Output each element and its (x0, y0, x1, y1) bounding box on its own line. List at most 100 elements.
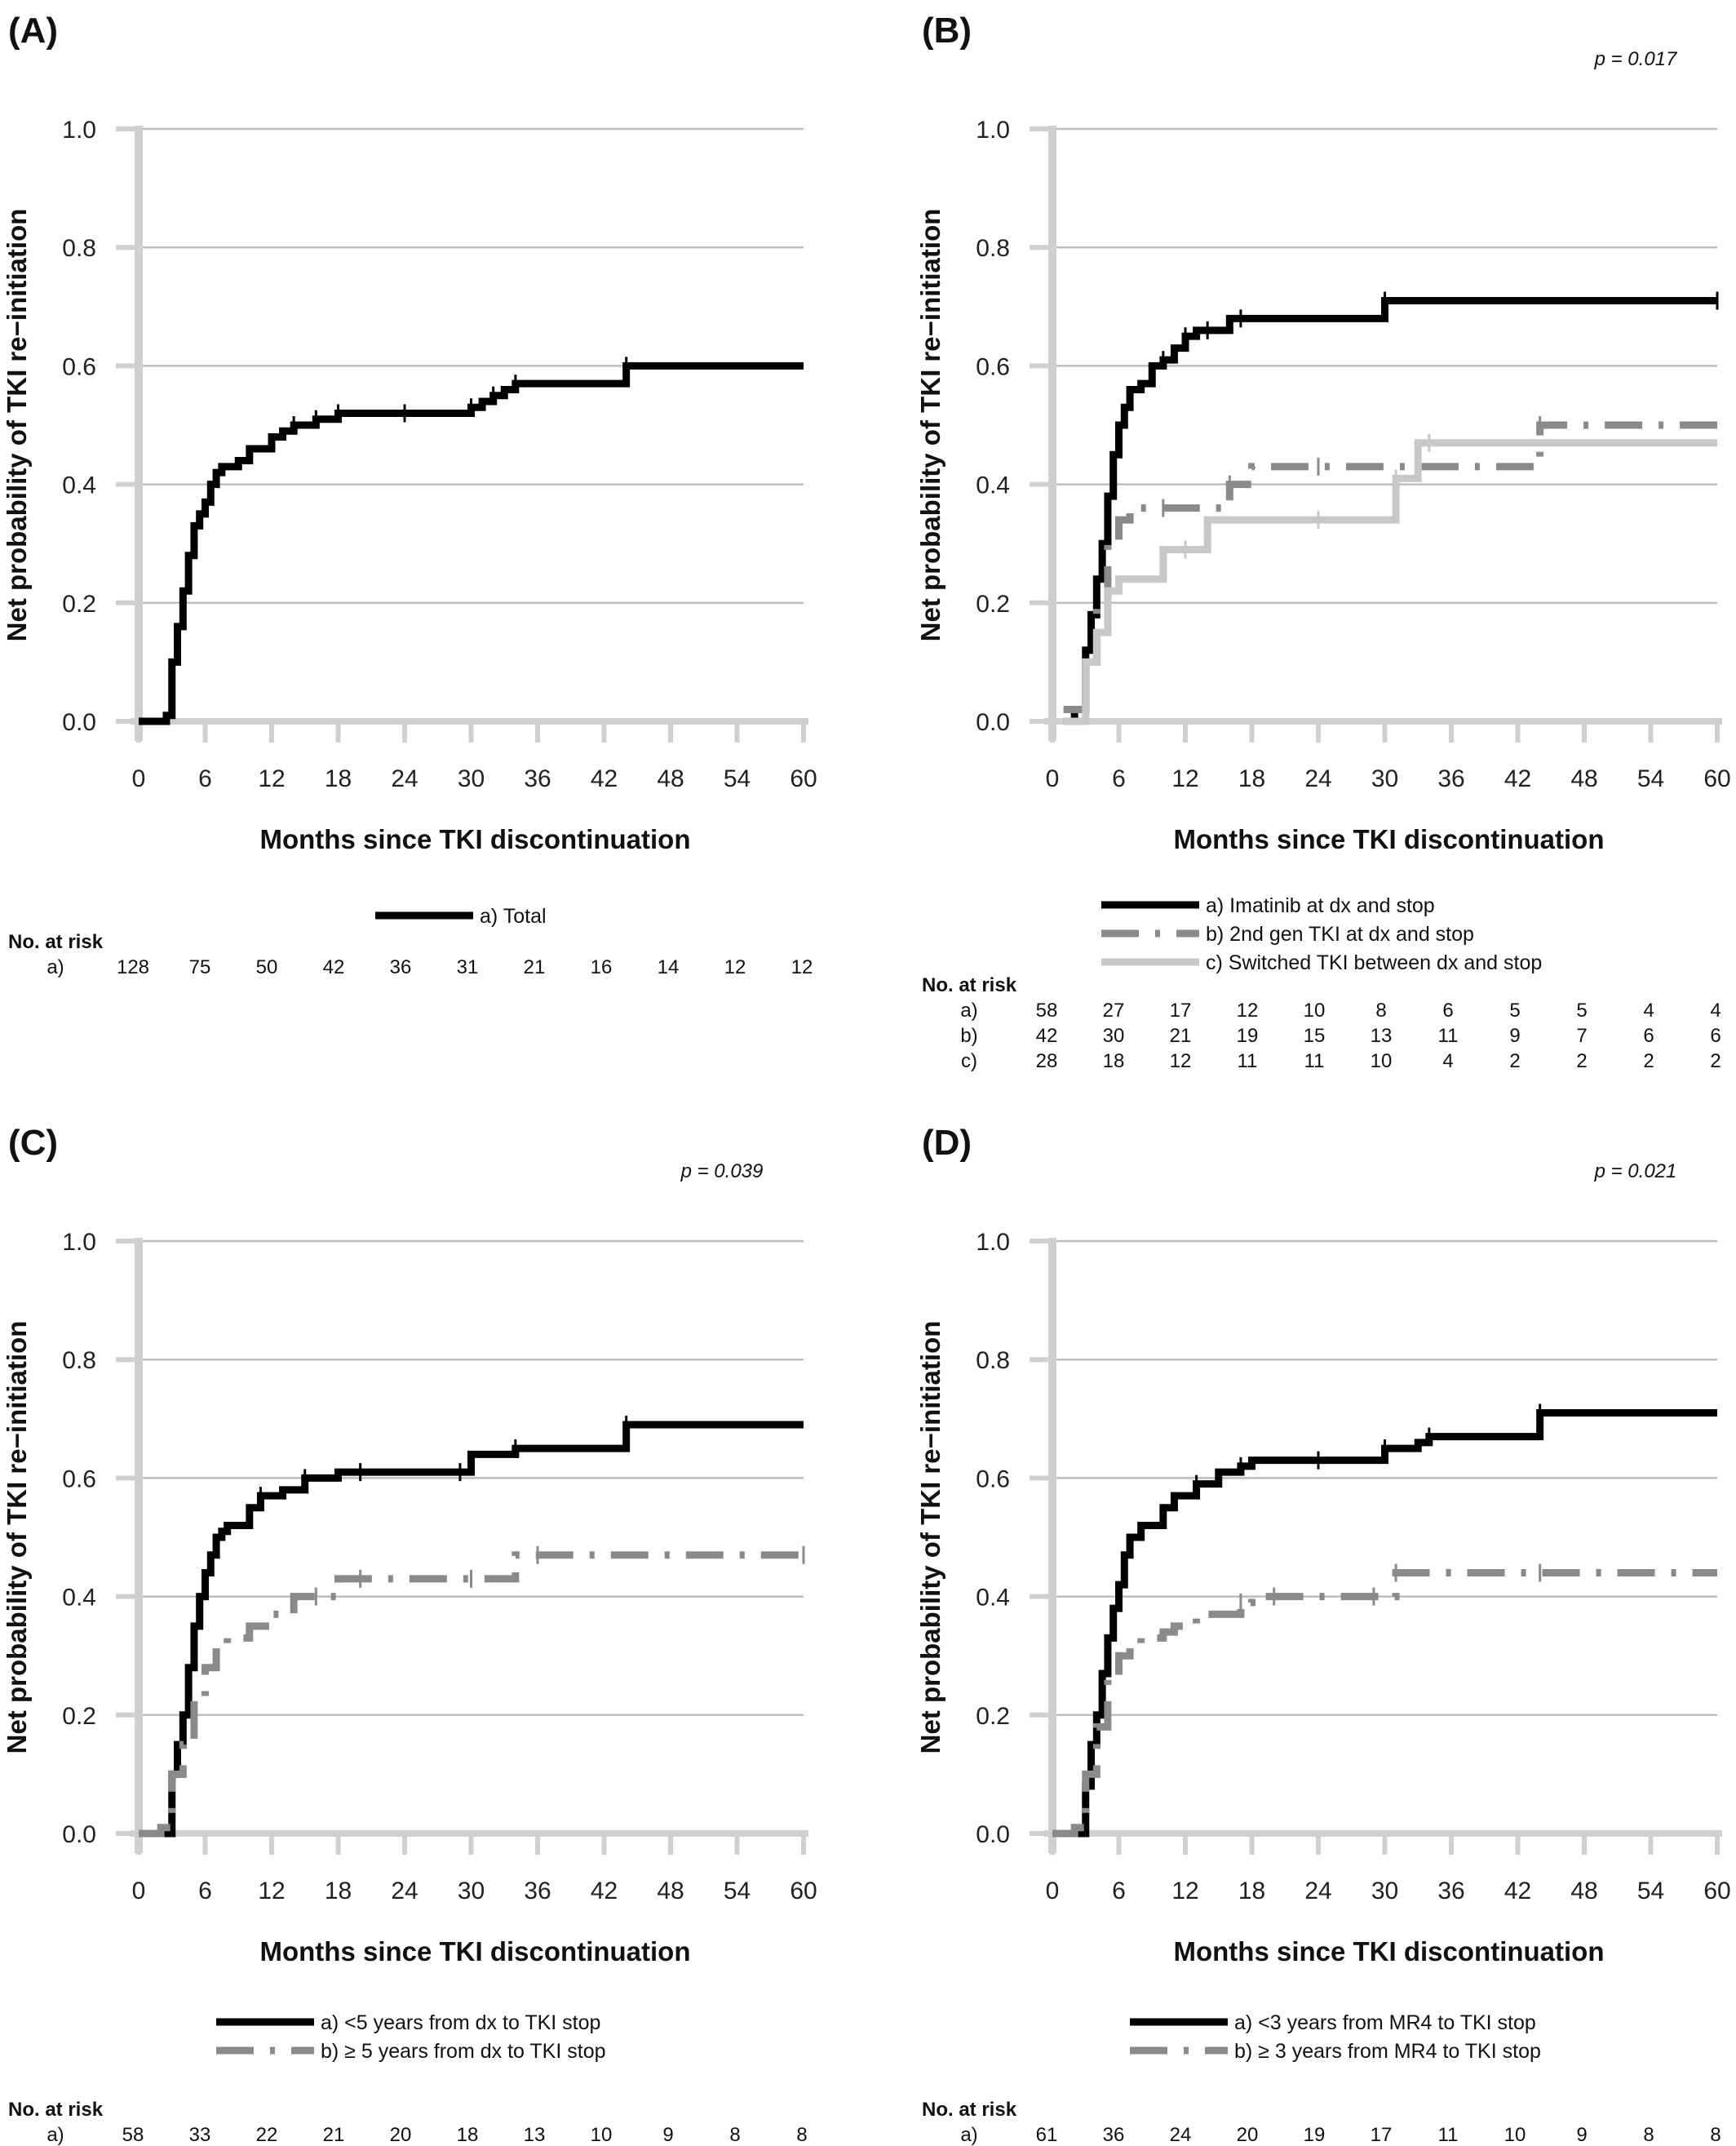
panel-2: (C) p = 0.039 0.0 0.2 0.4 0.6 0.8 1.0 0 6 12 18 24 30… (2, 1123, 817, 2146)
x-tick-label: 30 (1371, 765, 1398, 792)
x-tick-label: 36 (524, 1878, 551, 1904)
risk-cell: 4 (1442, 1050, 1453, 1072)
risk-cell: 20 (1237, 2124, 1259, 2146)
x-tick-label: 36 (1437, 1878, 1464, 1904)
risk-table-title: No. at risk (8, 931, 104, 953)
legend-label-0: a) Imatinib at dx and stop (1206, 894, 1435, 917)
series-line-0 (1063, 297, 1717, 725)
panel-label: (D) (922, 1123, 972, 1163)
risk-cell: 14 (658, 956, 680, 978)
risk-cell: 7 (1576, 1025, 1587, 1047)
y-axis-title: Net probability of TKI re−initiation (915, 209, 946, 642)
risk-cell: 21 (524, 956, 546, 978)
y-tick-label: 0.6 (976, 1465, 1010, 1492)
risk-cell: 8 (1710, 2124, 1720, 2146)
risk-cell: 11 (1438, 2124, 1459, 2146)
y-tick-label: 1.0 (62, 117, 96, 144)
risk-table-title: No. at risk (922, 974, 1017, 996)
x-tick-label: 0 (1046, 765, 1060, 792)
x-tick-label: 60 (1703, 1878, 1730, 1904)
x-tick-label: 6 (198, 1878, 212, 1904)
risk-cell: 12 (1170, 1050, 1192, 1072)
y-tick-label: 0.6 (976, 353, 1010, 380)
y-tick-label: 0.8 (976, 1347, 1010, 1374)
x-tick-label: 30 (1371, 1878, 1398, 1904)
x-tick-label: 54 (724, 765, 751, 792)
p-value: p = 0.017 (1594, 48, 1678, 70)
risk-row-label: a) (46, 2124, 64, 2146)
risk-cell: 5 (1576, 1000, 1587, 1022)
legend-label-1: b) ≥ 5 years from dx to TKI stop (321, 2040, 606, 2063)
risk-cell: 18 (1103, 1050, 1125, 1072)
x-axis-title: Months since TKI discontinuation (260, 824, 691, 854)
risk-cell: 31 (457, 956, 479, 978)
risk-cell: 12 (724, 956, 746, 978)
x-tick-label: 6 (198, 765, 212, 792)
x-axis-title: Months since TKI discontinuation (1174, 824, 1605, 854)
y-tick-label: 0.2 (976, 591, 1010, 618)
risk-cell: 11 (1438, 1025, 1459, 1047)
risk-cell: 58 (1036, 1000, 1058, 1022)
x-tick-label: 24 (391, 765, 418, 792)
y-tick-label: 0.4 (62, 1585, 96, 1612)
x-tick-label: 18 (325, 1878, 352, 1904)
x-tick-label: 48 (1570, 765, 1597, 792)
risk-cell: 9 (662, 2124, 673, 2146)
x-tick-label: 42 (1504, 765, 1531, 792)
y-tick-label: 0.0 (976, 709, 1010, 736)
x-tick-label: 12 (258, 765, 285, 792)
risk-cell: 4 (1710, 1000, 1720, 1022)
x-tick-label: 0 (132, 765, 146, 792)
panel-3: (D) p = 0.021 0.0 0.2 0.4 0.6 0.8 1.0 0 6 12 18 24 30… (915, 1123, 1731, 2146)
risk-cell: 58 (122, 2124, 144, 2146)
y-tick-label: 0.2 (976, 1703, 1010, 1730)
x-tick-label: 24 (391, 1878, 418, 1904)
risk-row-label: a) (46, 956, 64, 978)
legend-label-1: b) 2nd gen TKI at dx and stop (1206, 923, 1474, 946)
risk-cell: 10 (1304, 1000, 1326, 1022)
x-tick-label: 18 (1238, 765, 1265, 792)
risk-table-title: No. at risk (922, 2099, 1017, 2121)
x-tick-label: 6 (1112, 765, 1126, 792)
x-tick-label: 30 (458, 1878, 485, 1904)
risk-cell: 8 (1375, 1000, 1386, 1022)
x-tick-label: 30 (458, 765, 485, 792)
risk-cell: 128 (117, 956, 149, 978)
x-tick-label: 48 (657, 765, 684, 792)
risk-cell: 9 (1576, 2124, 1587, 2146)
risk-cell: 19 (1304, 2124, 1326, 2146)
x-axis-title: Months since TKI discontinuation (260, 1936, 691, 1966)
y-tick-label: 0.0 (976, 1821, 1010, 1848)
risk-cell: 17 (1371, 2124, 1393, 2146)
x-tick-label: 42 (1504, 1878, 1531, 1904)
series-line-2 (1063, 439, 1717, 725)
x-tick-label: 12 (1171, 765, 1198, 792)
x-tick-label: 54 (724, 1878, 751, 1904)
y-axis-title: Net probability of TKI re−initiation (2, 209, 32, 642)
x-tick-label: 18 (1238, 1878, 1265, 1904)
y-tick-label: 0.4 (976, 1585, 1010, 1612)
legend-label-0: a) Total (480, 905, 547, 928)
risk-row-label: a) (960, 1000, 977, 1022)
risk-cell: 24 (1170, 2124, 1192, 2146)
risk-cell: 10 (1504, 2124, 1526, 2146)
risk-row-label: c) (961, 1050, 977, 1072)
risk-cell: 12 (1237, 1000, 1259, 1022)
series-line-0 (139, 1421, 804, 1838)
x-tick-label: 18 (325, 765, 352, 792)
y-axis-title: Net probability of TKI re−initiation (2, 1321, 32, 1754)
risk-cell: 20 (390, 2124, 412, 2146)
risk-cell: 10 (591, 2124, 613, 2146)
risk-cell: 2 (1509, 1050, 1520, 1072)
y-tick-label: 0.6 (62, 1465, 96, 1492)
risk-cell: 5 (1509, 1000, 1520, 1022)
risk-cell: 36 (390, 956, 412, 978)
risk-cell: 17 (1170, 1000, 1192, 1022)
panel-label: (C) (8, 1123, 58, 1163)
risk-cell: 36 (1103, 2124, 1125, 2146)
risk-cell: 15 (1304, 1025, 1326, 1047)
risk-cell: 13 (1371, 1025, 1393, 1047)
risk-cell: 42 (323, 956, 345, 978)
